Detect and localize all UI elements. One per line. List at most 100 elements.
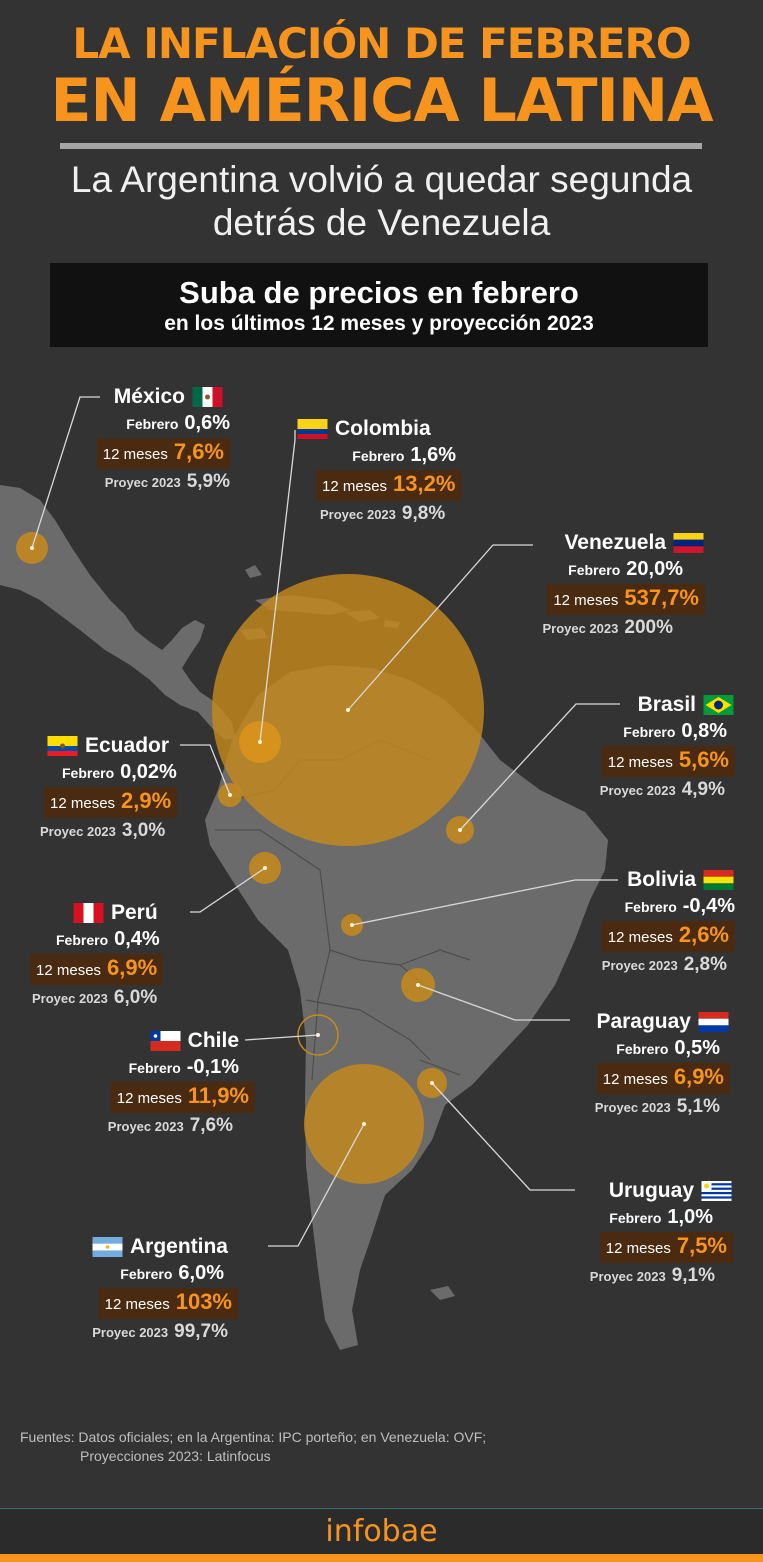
m12-value: 103% bbox=[175, 1289, 232, 1314]
m12-value: 2,6% bbox=[678, 922, 729, 947]
proj-value: 9,1% bbox=[671, 1265, 715, 1286]
subtitle-line-1: La Argentina volvió a quedar segunda bbox=[70, 159, 693, 200]
country-name: México bbox=[113, 385, 185, 408]
section-header-title: Suba de precios en febrero bbox=[179, 275, 579, 310]
m12-value: 7,5% bbox=[676, 1233, 727, 1258]
proj-value: 3,0% bbox=[121, 820, 166, 841]
argentina-flag-icon bbox=[92, 1237, 123, 1257]
country-name: Colombia bbox=[335, 417, 431, 440]
feb-label: Febrero bbox=[568, 562, 621, 578]
proj-value: 2,8% bbox=[683, 954, 727, 975]
m12-value: 5,6% bbox=[678, 747, 729, 772]
m12-value: 6,9% bbox=[673, 1064, 724, 1089]
m12-label: 12 meses bbox=[50, 795, 116, 812]
feb-value: -0,1% bbox=[186, 1056, 239, 1078]
peru-flag-icon bbox=[73, 903, 104, 923]
colombia-label: Colombia Febrero 1,6% 12 meses 13,2% Proye… bbox=[296, 416, 462, 528]
brazil-flag-icon bbox=[703, 695, 734, 715]
feb-label: Febrero bbox=[609, 1210, 662, 1226]
proj-value: 9,8% bbox=[401, 503, 446, 524]
m12-value: 6,9% bbox=[107, 955, 158, 980]
chile-bubble bbox=[297, 1014, 339, 1056]
proj-value: 6,0% bbox=[113, 987, 158, 1008]
m12-label: 12 meses bbox=[553, 592, 619, 609]
mexico-flag-icon bbox=[192, 387, 223, 407]
proj-value: 200% bbox=[624, 617, 673, 638]
m12-label: 12 meses bbox=[607, 929, 673, 946]
m12-label: 12 meses bbox=[607, 754, 673, 771]
proj-value: 5,1% bbox=[676, 1096, 720, 1117]
m12-label: 12 meses bbox=[116, 1090, 182, 1107]
m12-value: 11,9% bbox=[187, 1083, 249, 1108]
feb-value: 6,0% bbox=[178, 1262, 224, 1284]
title-divider bbox=[60, 143, 702, 149]
feb-label: Febrero bbox=[62, 765, 115, 781]
country-name: Venezuela bbox=[564, 531, 666, 554]
country-name: Uruguay bbox=[608, 1179, 694, 1202]
feb-value: 0,4% bbox=[114, 928, 160, 950]
peru-label: Perú Febrero 0,4% 12 meses 6,9% Proyec 202… bbox=[30, 900, 164, 1012]
feb-label: Febrero bbox=[616, 1041, 669, 1057]
bolivia-label: Bolivia Febrero -0,4% 12 meses 2,6% Proyec… bbox=[590, 867, 735, 979]
m12-value: 7,6% bbox=[173, 439, 224, 464]
latin-america-map bbox=[0, 396, 620, 1350]
proj-label: Proyec 2023 bbox=[601, 958, 678, 973]
mexico-label: México Febrero 0,6% 12 meses 7,6% Proyec 2… bbox=[30, 384, 230, 496]
ecuador-flag-icon bbox=[47, 736, 78, 756]
country-name: Brasil bbox=[637, 693, 696, 716]
paraguay-label: Paraguay Febrero 0,5% 12 meses 6,9% Proyec… bbox=[560, 1009, 730, 1121]
proj-label: Proyec 2023 bbox=[594, 1100, 671, 1115]
feb-label: Febrero bbox=[126, 416, 179, 432]
proj-value: 7,6% bbox=[189, 1115, 233, 1136]
brasil-label: Brasil Febrero 0,8% 12 meses 5,6% Proyec 2… bbox=[560, 692, 735, 804]
colombia-flag-icon bbox=[297, 419, 328, 439]
title-line-2: EN AMÉRICA LATINA bbox=[50, 66, 713, 136]
m12-label: 12 meses bbox=[102, 446, 168, 463]
proj-label: Proyec 2023 bbox=[589, 1269, 666, 1284]
leader-lines bbox=[31, 396, 620, 1247]
section-header-box: Suba de precios en febrero en los último… bbox=[50, 263, 708, 347]
source-line-2: Proyecciones 2023: Latinfocus bbox=[80, 1448, 271, 1464]
feb-value: 20,0% bbox=[626, 558, 683, 580]
footer: infobae bbox=[0, 1508, 763, 1555]
country-name: Paraguay bbox=[596, 1010, 691, 1033]
source-note: Fuentes: Datos oficiales; en la Argentin… bbox=[20, 1428, 486, 1466]
footer-accent-bar bbox=[0, 1554, 763, 1562]
ecuador-label: Ecuador Febrero 0,02% 12 meses 2,9% Proyec… bbox=[40, 733, 178, 845]
proj-value: 99,7% bbox=[174, 1321, 228, 1342]
section-header-subtitle: en los últimos 12 meses y proyección 202… bbox=[164, 312, 594, 335]
brand-logo: infobae bbox=[325, 1514, 438, 1549]
feb-value: 0,8% bbox=[681, 720, 727, 742]
chile-flag-icon bbox=[150, 1031, 181, 1051]
m12-label: 12 meses bbox=[602, 1071, 668, 1088]
chile-label: Chile Febrero -0,1% 12 meses 11,9% Proyec … bbox=[95, 1028, 255, 1140]
falklands-land bbox=[430, 1286, 455, 1300]
m12-label: 12 meses bbox=[36, 962, 102, 979]
feb-value: 0,02% bbox=[120, 761, 177, 783]
proj-label: Proyec 2023 bbox=[40, 824, 116, 839]
source-line-1: Fuentes: Datos oficiales; en la Argentin… bbox=[20, 1429, 487, 1445]
uruguay-flag-icon bbox=[701, 1181, 732, 1201]
subtitle-line-2: detrás de Venezuela bbox=[212, 202, 551, 243]
proj-label: Proyec 2023 bbox=[32, 991, 108, 1006]
m12-value: 537,7% bbox=[624, 585, 699, 610]
feb-value: 1,0% bbox=[667, 1206, 713, 1228]
m12-value: 2,9% bbox=[121, 788, 172, 813]
m12-label: 12 meses bbox=[104, 1296, 170, 1313]
uruguay-label: Uruguay Febrero 1,0% 12 meses 7,5% Proyec … bbox=[575, 1178, 733, 1290]
proj-label: Proyec 2023 bbox=[92, 1325, 169, 1340]
country-name: Argentina bbox=[129, 1235, 228, 1258]
feb-value: 0,5% bbox=[674, 1037, 720, 1059]
paraguay-flag-icon bbox=[698, 1012, 729, 1032]
title-line-1: LA INFLACIÓN DE FEBRERO bbox=[72, 19, 691, 68]
feb-label: Febrero bbox=[56, 932, 109, 948]
venezuela-label: Venezuela Febrero 20,0% 12 meses 537,7% Pr… bbox=[520, 530, 705, 642]
proj-value: 4,9% bbox=[681, 779, 725, 800]
proj-label: Proyec 2023 bbox=[104, 475, 181, 490]
m12-label: 12 meses bbox=[322, 478, 388, 495]
proj-label: Proyec 2023 bbox=[320, 507, 396, 522]
feb-value: 1,6% bbox=[410, 444, 456, 466]
feb-value: 0,6% bbox=[184, 412, 230, 434]
country-name: Bolivia bbox=[627, 868, 696, 891]
proj-value: 5,9% bbox=[186, 471, 230, 492]
